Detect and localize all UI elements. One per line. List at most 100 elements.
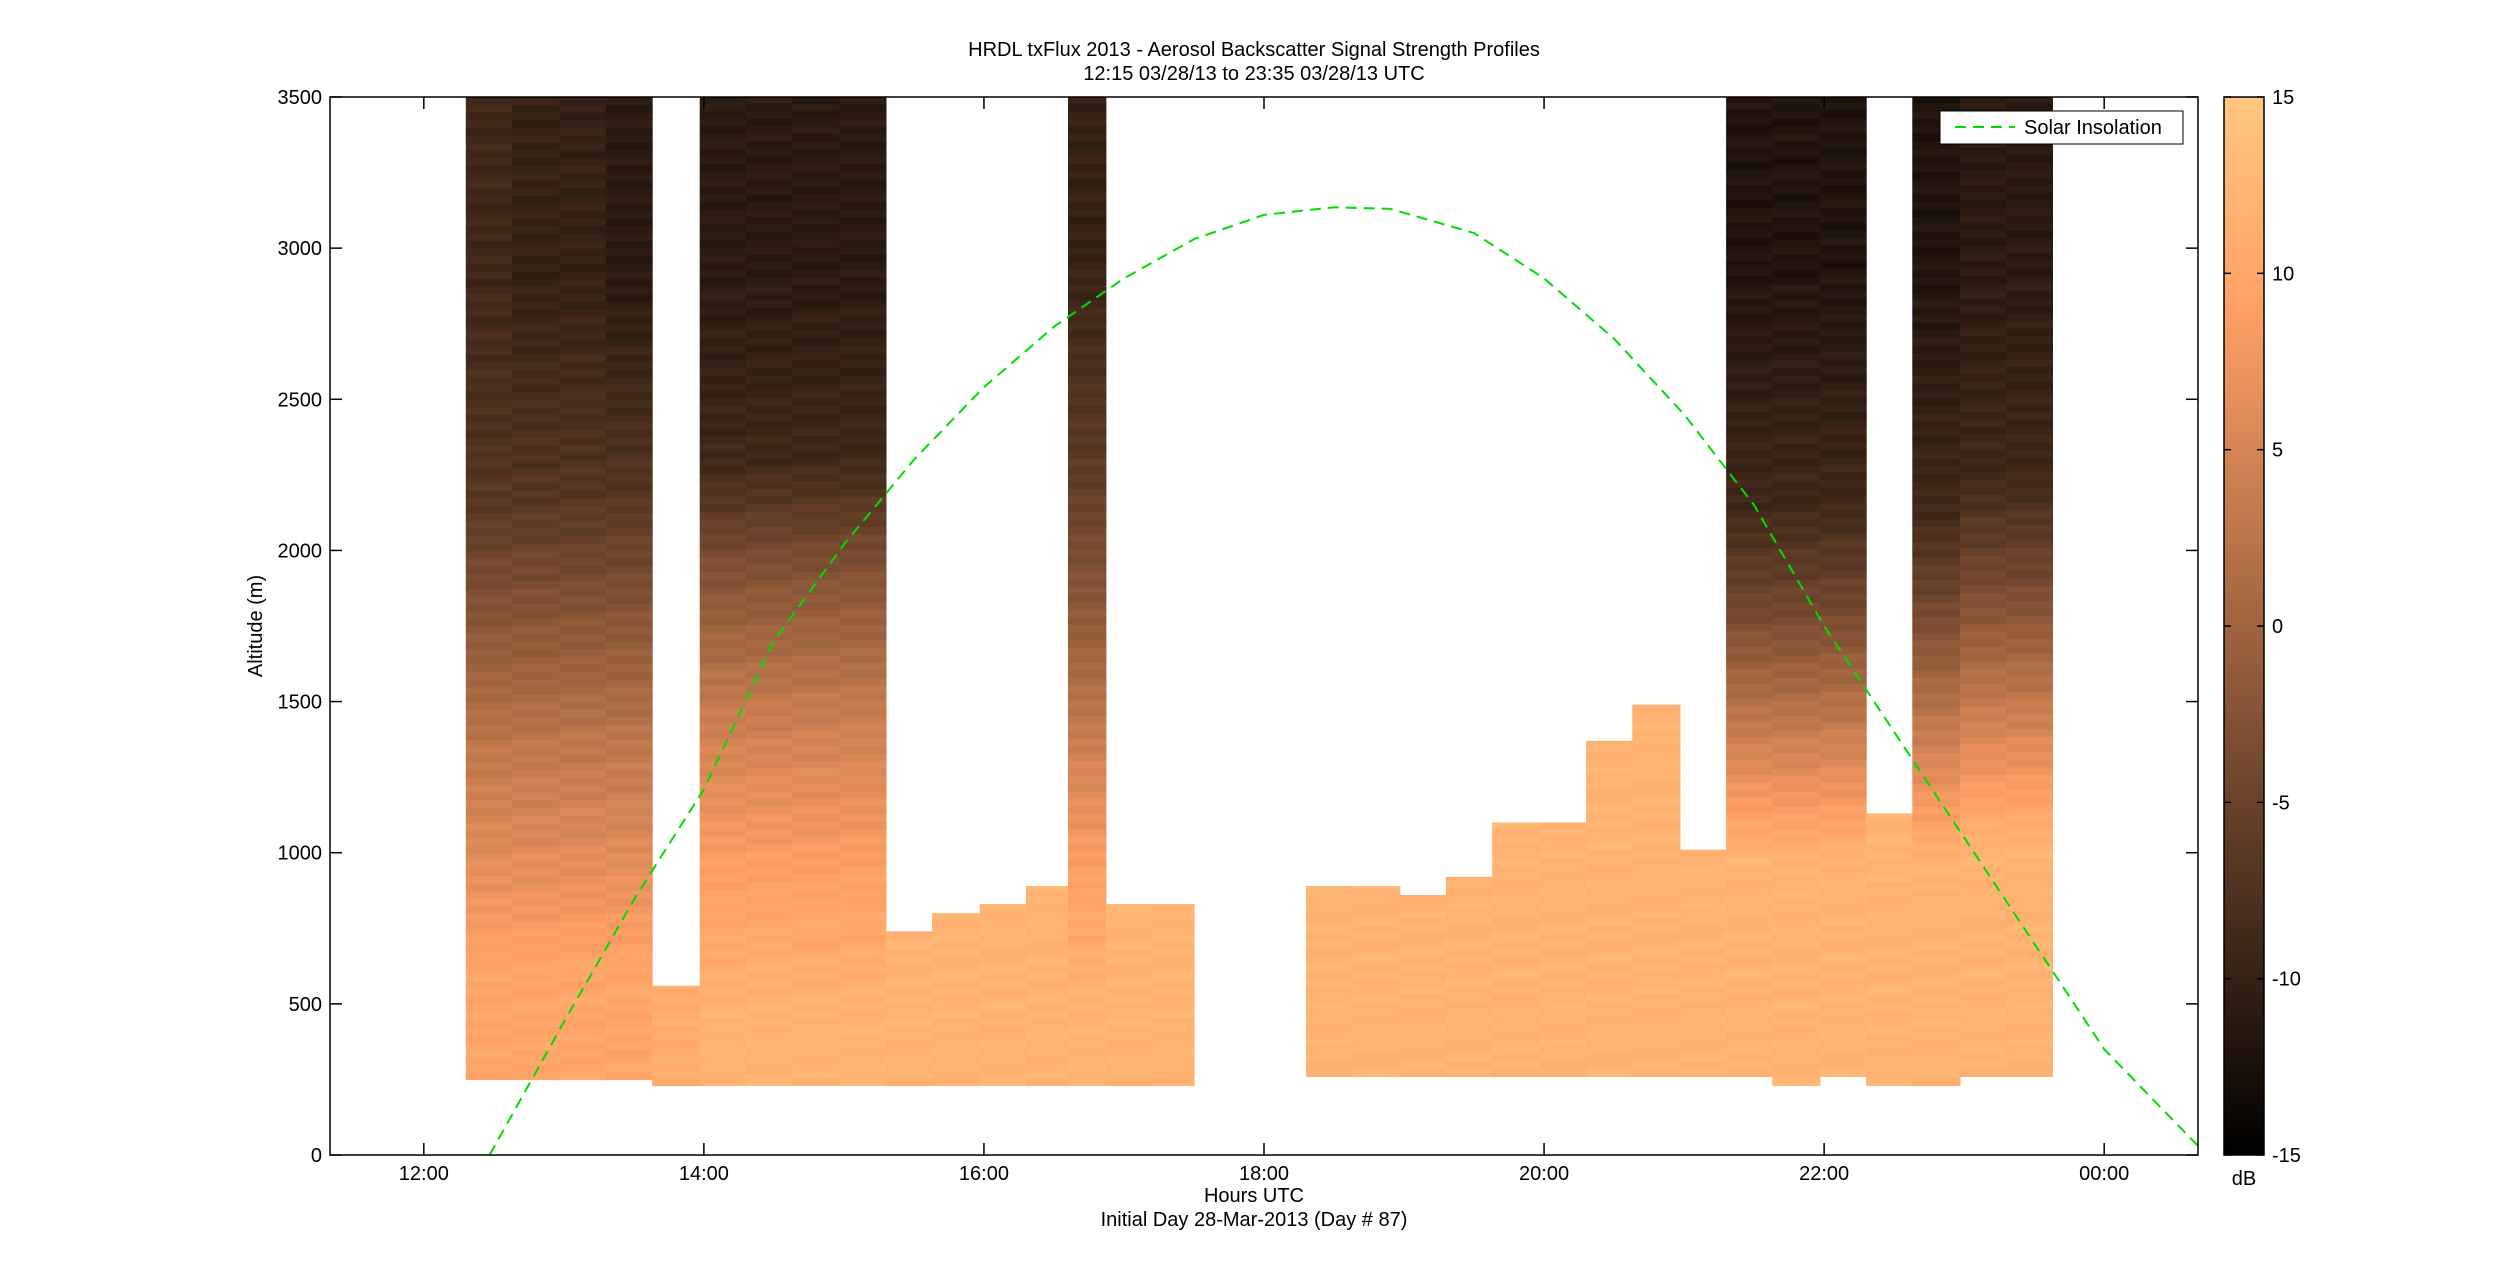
heatmap-cell (465, 595, 513, 604)
heatmap-cell (2006, 789, 2053, 798)
heatmap-cell (512, 580, 561, 589)
heatmap-cell (465, 754, 513, 763)
heatmap-cell (465, 852, 513, 861)
heatmap-cell (745, 1077, 793, 1087)
heatmap-cell (605, 406, 653, 415)
heatmap-cell (745, 344, 793, 354)
heatmap-cell (792, 155, 841, 165)
heatmap-cell (2006, 517, 2053, 526)
heatmap-cell (605, 119, 653, 128)
heatmap-cell (699, 586, 747, 595)
heatmap-cell (792, 783, 841, 792)
heatmap-cell (1726, 426, 1773, 435)
heatmap-cell (1025, 896, 1069, 905)
heatmap-cell (1819, 411, 1867, 420)
heatmap-cell (1068, 669, 1107, 678)
heatmap-cell (1586, 842, 1633, 851)
heatmap-cell (465, 792, 513, 801)
heatmap-cell (1586, 740, 1633, 745)
heatmap-cell (1586, 849, 1633, 858)
heatmap-cell (559, 134, 607, 143)
heatmap-cell (1726, 1061, 1773, 1070)
heatmap-cell (2006, 358, 2053, 367)
heatmap-cell (1068, 344, 1107, 354)
heatmap-cell (699, 616, 747, 626)
heatmap-cell (1068, 97, 1107, 104)
heatmap-cell (1819, 653, 1867, 662)
heatmap-cell (1819, 834, 1867, 843)
heatmap-cell (465, 822, 513, 831)
heatmap-cell (559, 225, 607, 234)
heatmap-cell (839, 964, 887, 973)
heatmap-cell (1912, 889, 1961, 898)
heatmap-cell (1912, 488, 1961, 497)
heatmap-cell (1819, 305, 1867, 314)
heatmap-cell (1819, 358, 1867, 367)
heatmap-cell (1586, 940, 1633, 949)
heatmap-cell (1152, 972, 1195, 981)
heatmap-cell (1105, 934, 1153, 943)
heatmap-cell (1152, 919, 1195, 928)
heatmap-cell (839, 397, 887, 406)
heatmap-cell (559, 1041, 607, 1050)
heatmap-cell (605, 474, 653, 484)
heatmap-cell (1819, 260, 1867, 269)
heatmap-cell (605, 187, 653, 196)
heatmap-cell (745, 881, 793, 890)
heatmap-cell (559, 149, 607, 159)
heatmap-cell (1586, 811, 1633, 821)
heatmap-cell (792, 564, 841, 573)
heatmap-cell (1912, 163, 1961, 172)
heatmap-cell (605, 527, 653, 536)
heatmap-cell (1105, 941, 1153, 951)
heatmap-cell (699, 299, 747, 308)
heatmap-cell (932, 1002, 981, 1011)
heatmap-cell (792, 949, 841, 958)
heatmap-cell (839, 458, 887, 467)
heatmap-cell (1819, 471, 1867, 480)
heatmap-cell (1399, 895, 1447, 904)
heatmap-cell (512, 882, 561, 892)
heatmap-cell (932, 949, 981, 958)
heatmap-cell (1726, 1053, 1773, 1062)
heatmap-cell (1912, 352, 1961, 361)
heatmap-cell (699, 224, 747, 233)
heatmap-cell (1586, 1053, 1633, 1062)
heatmap-cell (1306, 902, 1353, 911)
heatmap-cell (839, 337, 887, 346)
heatmap-cell (465, 1034, 513, 1043)
x-tick-label: 14:00 (679, 1163, 729, 1185)
heatmap-cell (839, 390, 887, 399)
heatmap-cell (1912, 239, 1961, 248)
heatmap-cell (839, 601, 887, 610)
heatmap-cell (1632, 910, 1681, 919)
heatmap-cell (1819, 585, 1867, 594)
heatmap-cell (512, 845, 561, 854)
heatmap-cell (1959, 222, 2007, 231)
heatmap-cell (932, 913, 981, 920)
heatmap-cell (512, 429, 561, 438)
heatmap-cell (792, 775, 841, 784)
heatmap-cell (1068, 208, 1107, 217)
heatmap-cell (745, 904, 793, 913)
heatmap-cell (512, 973, 561, 982)
heatmap-cell (1819, 562, 1867, 571)
heatmap-cell (1912, 511, 1961, 520)
heatmap-cell (1819, 675, 1867, 685)
heatmap-cell (1399, 1015, 1447, 1025)
heatmap-cell (1959, 910, 2007, 919)
heatmap-cell (792, 193, 841, 202)
heatmap-cell (699, 654, 747, 663)
heatmap-cell (792, 186, 841, 195)
heatmap-cell (652, 994, 701, 1003)
heatmap-cell (839, 299, 887, 308)
heatmap-cell (1726, 879, 1773, 889)
x-tick-label: 18:00 (1239, 1163, 1289, 1185)
heatmap-cell (1539, 1038, 1587, 1047)
heatmap-cell (1912, 873, 1961, 883)
heatmap-cell (1772, 972, 1821, 981)
heatmap-cell (745, 790, 793, 799)
heatmap-cell (465, 104, 513, 113)
heatmap-cell (1772, 594, 1821, 603)
